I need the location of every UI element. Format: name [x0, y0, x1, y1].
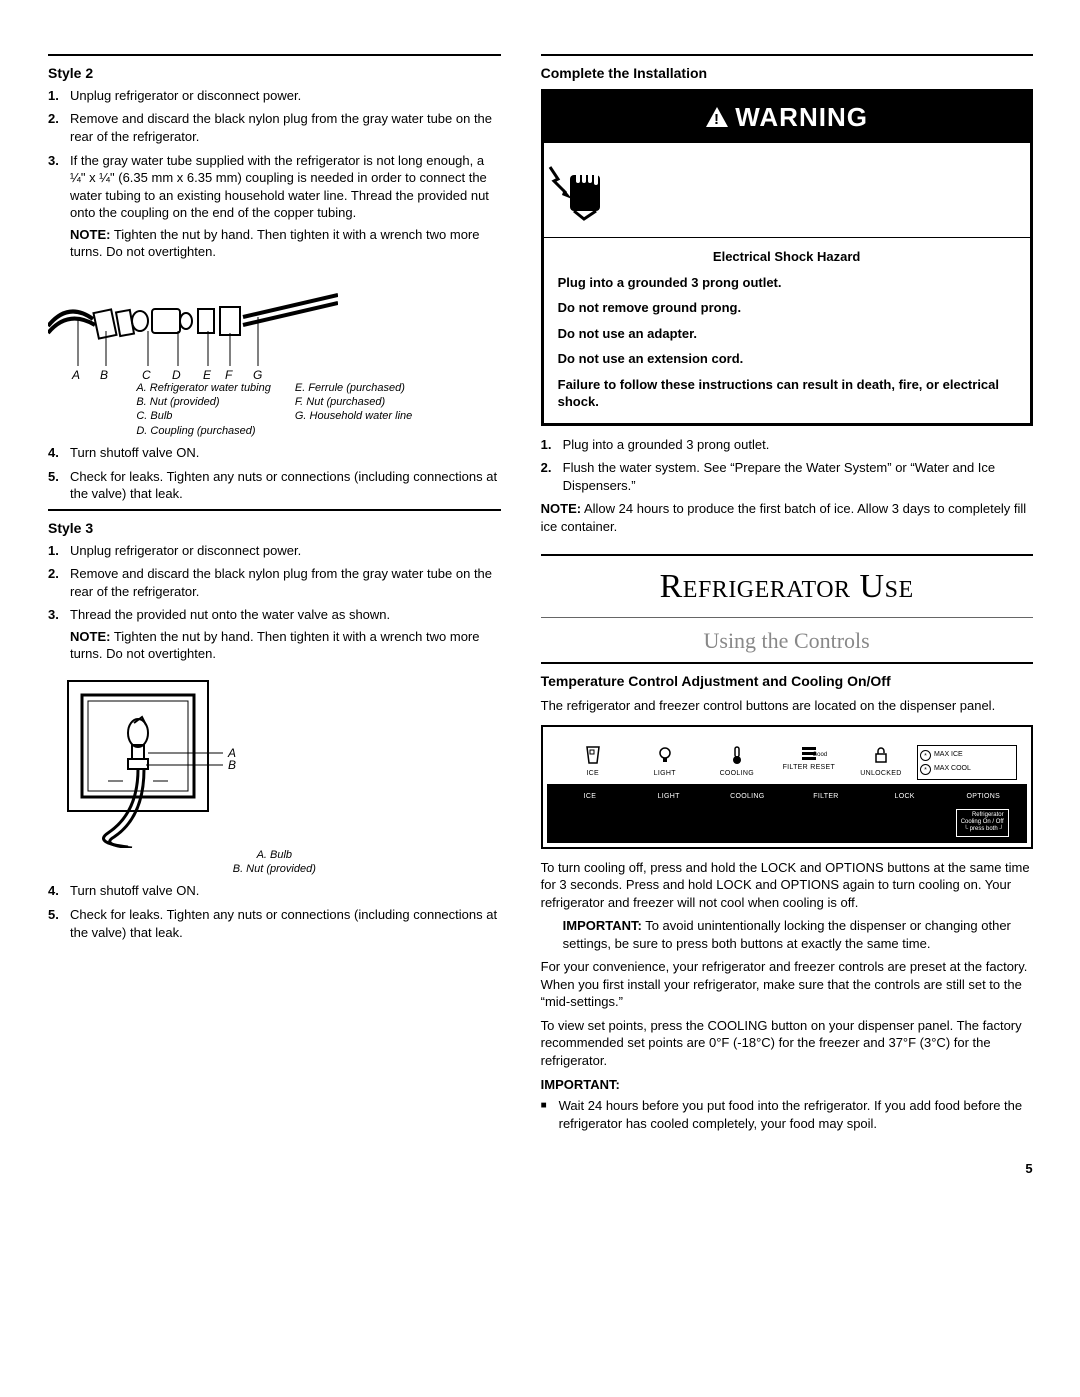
- lock-icon: [871, 745, 891, 765]
- step-text: Unplug refrigerator or disconnect power.: [70, 87, 501, 105]
- style3-steps-cont: 4.Turn shutoff valve ON. 5.Check for lea…: [48, 882, 501, 941]
- style3-heading: Style 3: [48, 519, 501, 538]
- cp-icon-light: LIGHT: [629, 745, 701, 780]
- svg-text:*: *: [924, 767, 927, 774]
- cp-icon-ice: ICE: [557, 745, 629, 780]
- svg-text:C: C: [142, 368, 151, 381]
- rule: [541, 662, 1033, 664]
- warning-box: ! WARNING: [541, 89, 1033, 426]
- coupling-diagram: A B C D E F G: [48, 271, 338, 381]
- setpoints-para: To view set points, press the COOLING bu…: [541, 1017, 1033, 1070]
- convenience-para: For your convenience, your refrigerator …: [541, 958, 1033, 1011]
- figure-coupling: A B C D E F G A. Refrigerator water tubi…: [48, 271, 501, 438]
- snow-icon: *: [920, 750, 931, 761]
- ice-glass-icon: [583, 745, 603, 765]
- note: NOTE: Tighten the nut by hand. Then tigh…: [70, 628, 501, 663]
- warning-title-bar: ! WARNING: [544, 92, 1030, 143]
- svg-text:E: E: [203, 368, 212, 381]
- temp-intro: The refrigerator and freezer control but…: [541, 697, 1033, 715]
- rule: [541, 554, 1033, 556]
- page: Style 2 1.Unplug refrigerator or disconn…: [48, 48, 1032, 1178]
- step-text: If the gray water tube supplied with the…: [70, 152, 501, 261]
- svg-text:A: A: [71, 368, 80, 381]
- left-column: Style 2 1.Unplug refrigerator or disconn…: [48, 48, 501, 1178]
- style2-heading: Style 2: [48, 64, 501, 83]
- important-label: IMPORTANT:: [541, 1076, 1033, 1094]
- rule: [541, 617, 1033, 618]
- cp-icon-lock: UNLOCKED: [845, 745, 917, 780]
- cp-footer: Refrigerator Cooling On / Off └ press bo…: [547, 807, 1027, 843]
- thermometer-icon: [727, 745, 747, 765]
- rule: [48, 509, 501, 511]
- svg-text:G: G: [253, 368, 262, 381]
- right-column: Complete the Installation ! WARNING: [541, 48, 1033, 1178]
- svg-text:B: B: [228, 758, 236, 772]
- figure1-caption: A. Refrigerator water tubing B. Nut (pro…: [48, 381, 501, 438]
- cooling-para: To turn cooling off, press and hold the …: [541, 859, 1033, 912]
- rule: [48, 54, 501, 56]
- valve-diagram: A B: [48, 673, 268, 848]
- complete-steps: 1.Plug into a grounded 3 prong outlet. 2…: [541, 436, 1033, 495]
- cp-icon-cooling: COOLING: [701, 745, 773, 780]
- subsection-title: Using the Controls: [541, 626, 1033, 656]
- style2-steps: 1.Unplug refrigerator or disconnect powe…: [48, 87, 501, 261]
- snow-icon: *: [920, 764, 931, 775]
- svg-text:B: B: [100, 368, 108, 381]
- bulb-icon: [655, 745, 675, 765]
- style2-steps-cont: 4.Turn shutoff valve ON. 5.Check for lea…: [48, 444, 501, 503]
- control-panel: ICE LIGHT COOLING Good FILTER RESET: [541, 725, 1033, 849]
- shock-icon-area: [544, 143, 1030, 238]
- rule: [541, 54, 1033, 56]
- note: NOTE: Tighten the nut by hand. Then tigh…: [70, 226, 501, 261]
- important-inline: IMPORTANT: To avoid unintentionally lock…: [541, 917, 1033, 952]
- important-list: Wait 24 hours before you put food into t…: [541, 1097, 1033, 1132]
- temp-heading: Temperature Control Adjustment and Cooli…: [541, 672, 1033, 691]
- figure-valve: A B A. Bulb B. Nut (provided): [48, 673, 501, 877]
- warning-body: Electrical Shock Hazard Plug into a grou…: [544, 238, 1030, 423]
- svg-text:*: *: [924, 753, 927, 760]
- shock-hand-icon: [544, 161, 614, 223]
- svg-text:F: F: [225, 368, 233, 381]
- page-number: 5: [541, 1160, 1033, 1178]
- style3-steps: 1.Unplug refrigerator or disconnect powe…: [48, 542, 501, 663]
- complete-heading: Complete the Installation: [541, 64, 1033, 83]
- cp-icon-filter: Good FILTER RESET: [773, 745, 845, 780]
- svg-text:D: D: [172, 368, 181, 381]
- cp-button-row: ICE LIGHT COOLING FILTER LOCK OPTIONS: [547, 784, 1027, 807]
- section-title: Refrigerator Use: [541, 564, 1033, 610]
- cp-options-box: *MAX ICE *MAX COOL: [917, 745, 1017, 780]
- complete-note: NOTE: Allow 24 hours to produce the firs…: [541, 500, 1033, 535]
- figure2-caption: A. Bulb B. Nut (provided): [48, 848, 501, 877]
- svg-text:!: !: [714, 111, 720, 128]
- alert-triangle-icon: !: [705, 106, 729, 128]
- step-text: Remove and discard the black nylon plug …: [70, 110, 501, 145]
